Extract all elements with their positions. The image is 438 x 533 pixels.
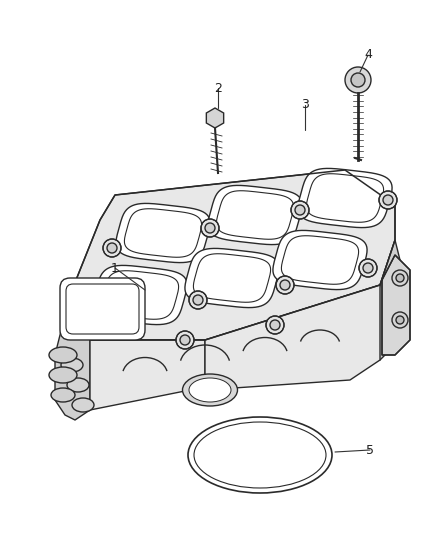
Circle shape bbox=[280, 280, 290, 290]
Polygon shape bbox=[382, 255, 410, 355]
Polygon shape bbox=[298, 168, 392, 228]
Polygon shape bbox=[307, 174, 384, 222]
Polygon shape bbox=[93, 265, 187, 325]
Circle shape bbox=[345, 67, 371, 93]
Text: 5: 5 bbox=[366, 443, 374, 456]
Polygon shape bbox=[102, 271, 179, 319]
Circle shape bbox=[351, 73, 365, 87]
Polygon shape bbox=[216, 191, 293, 239]
Polygon shape bbox=[90, 340, 205, 410]
Polygon shape bbox=[208, 185, 302, 245]
Circle shape bbox=[383, 195, 393, 205]
Polygon shape bbox=[206, 108, 224, 128]
Circle shape bbox=[291, 201, 309, 219]
Polygon shape bbox=[205, 285, 380, 390]
Ellipse shape bbox=[189, 378, 231, 402]
Circle shape bbox=[266, 316, 284, 334]
Polygon shape bbox=[273, 230, 367, 289]
Circle shape bbox=[363, 263, 373, 273]
Circle shape bbox=[180, 335, 190, 345]
Circle shape bbox=[103, 239, 121, 257]
Circle shape bbox=[193, 295, 203, 305]
Circle shape bbox=[379, 191, 397, 209]
Ellipse shape bbox=[183, 374, 237, 406]
Circle shape bbox=[108, 305, 118, 315]
Ellipse shape bbox=[194, 422, 326, 488]
Circle shape bbox=[396, 316, 404, 324]
Circle shape bbox=[392, 312, 408, 328]
Polygon shape bbox=[124, 209, 201, 257]
FancyBboxPatch shape bbox=[60, 278, 145, 340]
Ellipse shape bbox=[49, 367, 77, 383]
Circle shape bbox=[189, 291, 207, 309]
Polygon shape bbox=[70, 170, 395, 340]
Circle shape bbox=[295, 205, 305, 215]
Circle shape bbox=[201, 219, 219, 237]
Polygon shape bbox=[194, 254, 271, 302]
Ellipse shape bbox=[188, 417, 332, 493]
Text: 1: 1 bbox=[111, 262, 119, 274]
Circle shape bbox=[396, 274, 404, 282]
Ellipse shape bbox=[49, 347, 77, 363]
Text: 3: 3 bbox=[301, 99, 309, 111]
Circle shape bbox=[107, 243, 117, 253]
Circle shape bbox=[205, 223, 215, 233]
Circle shape bbox=[392, 270, 408, 286]
Circle shape bbox=[176, 331, 194, 349]
Text: 2: 2 bbox=[214, 82, 222, 94]
FancyBboxPatch shape bbox=[66, 284, 139, 334]
Ellipse shape bbox=[72, 398, 94, 412]
Polygon shape bbox=[185, 248, 279, 308]
Text: 4: 4 bbox=[364, 49, 372, 61]
Ellipse shape bbox=[61, 358, 83, 372]
Circle shape bbox=[104, 301, 122, 319]
Ellipse shape bbox=[51, 388, 75, 402]
Polygon shape bbox=[55, 295, 90, 420]
Circle shape bbox=[270, 320, 280, 330]
Polygon shape bbox=[365, 240, 400, 360]
Circle shape bbox=[276, 276, 294, 294]
Circle shape bbox=[359, 259, 377, 277]
Polygon shape bbox=[281, 236, 359, 284]
Polygon shape bbox=[116, 204, 210, 263]
Ellipse shape bbox=[67, 378, 89, 392]
